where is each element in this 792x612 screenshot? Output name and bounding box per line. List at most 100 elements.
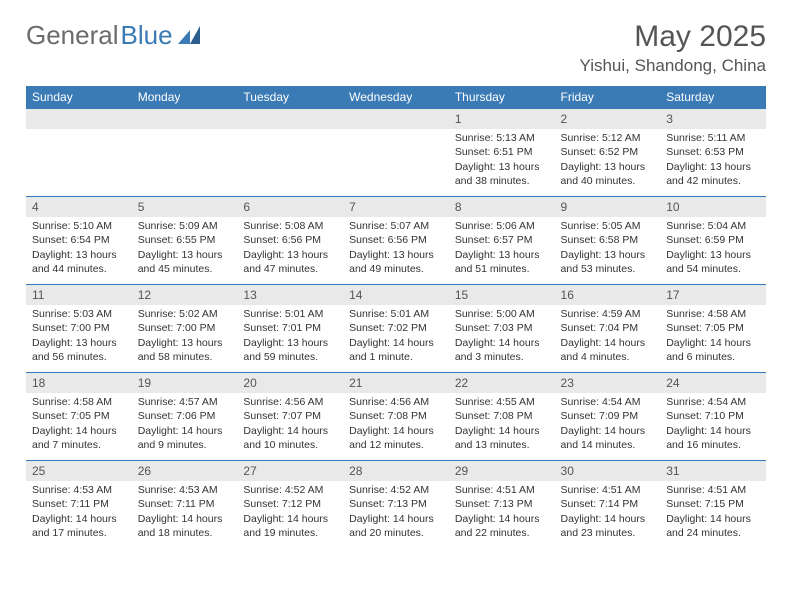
daylight-text: and 40 minutes. [561,174,655,188]
daylight-text: and 14 minutes. [561,438,655,452]
sunrise-text: Sunrise: 5:04 AM [666,219,760,233]
daylight-text: Daylight: 14 hours [243,512,337,526]
sunset-text: Sunset: 7:00 PM [32,321,126,335]
daylight-text: Daylight: 14 hours [138,424,232,438]
daylight-text: and 4 minutes. [561,350,655,364]
daylight-text: Daylight: 13 hours [561,160,655,174]
sunset-text: Sunset: 7:04 PM [561,321,655,335]
calendar-day-cell [132,109,238,197]
daylight-text: and 24 minutes. [666,526,760,540]
daylight-text: and 44 minutes. [32,262,126,276]
day-number: 16 [555,285,661,305]
calendar-week-row: 4Sunrise: 5:10 AMSunset: 6:54 PMDaylight… [26,197,766,285]
sunset-text: Sunset: 7:06 PM [138,409,232,423]
sunrise-text: Sunrise: 5:01 AM [349,307,443,321]
day-number: 15 [449,285,555,305]
day-number: 20 [237,373,343,393]
day-details: Sunrise: 5:12 AMSunset: 6:52 PMDaylight:… [555,129,661,192]
daylight-text: Daylight: 13 hours [32,336,126,350]
daylight-text: Daylight: 14 hours [455,424,549,438]
location-label: Yishui, Shandong, China [579,56,766,76]
daylight-text: Daylight: 13 hours [138,336,232,350]
day-number: 18 [26,373,132,393]
sunset-text: Sunset: 6:56 PM [349,233,443,247]
calendar-day-cell: 25Sunrise: 4:53 AMSunset: 7:11 PMDayligh… [26,461,132,549]
calendar-day-cell: 11 Sunrise: 5:03 AMSunset: 7:00 PMDayligh… [26,285,132,373]
day-number: 29 [449,461,555,481]
calendar-day-cell: 26Sunrise: 4:53 AMSunset: 7:11 PMDayligh… [132,461,238,549]
sunrise-text: Sunrise: 4:55 AM [455,395,549,409]
day-details: Sunrise: 4:51 AMSunset: 7:15 PMDaylight:… [660,481,766,544]
calendar-day-cell: 8Sunrise: 5:06 AMSunset: 6:57 PMDaylight… [449,197,555,285]
sunrise-text: Sunrise: 4:54 AM [561,395,655,409]
weekday-header: Friday [555,86,661,109]
calendar-day-cell: 5Sunrise: 5:09 AMSunset: 6:55 PMDaylight… [132,197,238,285]
daylight-text: Daylight: 14 hours [666,424,760,438]
daylight-text: Daylight: 13 hours [455,248,549,262]
calendar-day-cell [237,109,343,197]
logo-mark-icon [178,20,202,51]
day-number: 25 [26,461,132,481]
day-details: Sunrise: 5:02 AMSunset: 7:00 PMDaylight:… [132,305,238,368]
day-number: 21 [343,373,449,393]
day-number: 6 [237,197,343,217]
calendar-day-cell: 16Sunrise: 4:59 AMSunset: 7:04 PMDayligh… [555,285,661,373]
day-details: Sunrise: 4:54 AMSunset: 7:09 PMDaylight:… [555,393,661,456]
day-number: 22 [449,373,555,393]
daylight-text: Daylight: 14 hours [455,512,549,526]
day-number: 11 [26,285,132,305]
daylight-text: Daylight: 14 hours [349,424,443,438]
day-number: 4 [26,197,132,217]
sunrise-text: Sunrise: 4:52 AM [349,483,443,497]
sunset-text: Sunset: 7:10 PM [666,409,760,423]
sunset-text: Sunset: 7:02 PM [349,321,443,335]
sunrise-text: Sunrise: 4:53 AM [32,483,126,497]
weekday-header: Wednesday [343,86,449,109]
day-number: 31 [660,461,766,481]
sunset-text: Sunset: 7:03 PM [455,321,549,335]
day-number: 14 [343,285,449,305]
daylight-text: and 38 minutes. [455,174,549,188]
daylight-text: Daylight: 14 hours [561,512,655,526]
calendar-week-row: 1Sunrise: 5:13 AMSunset: 6:51 PMDaylight… [26,109,766,197]
sunset-text: Sunset: 7:13 PM [455,497,549,511]
calendar-day-cell: 19Sunrise: 4:57 AMSunset: 7:06 PMDayligh… [132,373,238,461]
daylight-text: and 19 minutes. [243,526,337,540]
day-number: 2 [555,109,661,129]
daylight-text: Daylight: 13 hours [32,248,126,262]
daylight-text: Daylight: 14 hours [666,336,760,350]
brand-logo: GeneralBlue [26,20,202,51]
day-details: Sunrise: 4:51 AMSunset: 7:14 PMDaylight:… [555,481,661,544]
sunset-text: Sunset: 6:53 PM [666,145,760,159]
day-details: Sunrise: 5:01 AMSunset: 7:01 PMDaylight:… [237,305,343,368]
calendar-day-cell: 28Sunrise: 4:52 AMSunset: 7:13 PMDayligh… [343,461,449,549]
daylight-text: and 53 minutes. [561,262,655,276]
sunrise-text: Sunrise: 5:03 AM [32,307,126,321]
sunset-text: Sunset: 7:11 PM [138,497,232,511]
sunset-text: Sunset: 7:11 PM [32,497,126,511]
day-number: 30 [555,461,661,481]
day-number: 9 [555,197,661,217]
calendar-day-cell: 30Sunrise: 4:51 AMSunset: 7:14 PMDayligh… [555,461,661,549]
sunrise-text: Sunrise: 4:53 AM [138,483,232,497]
sunrise-text: Sunrise: 5:10 AM [32,219,126,233]
calendar-week-row: 18Sunrise: 4:58 AMSunset: 7:05 PMDayligh… [26,373,766,461]
calendar-day-cell: 29Sunrise: 4:51 AMSunset: 7:13 PMDayligh… [449,461,555,549]
weekday-header: Monday [132,86,238,109]
sunset-text: Sunset: 7:15 PM [666,497,760,511]
sunset-text: Sunset: 7:09 PM [561,409,655,423]
calendar-day-cell: 3Sunrise: 5:11 AMSunset: 6:53 PMDaylight… [660,109,766,197]
sunset-text: Sunset: 7:00 PM [138,321,232,335]
sunset-text: Sunset: 7:05 PM [32,409,126,423]
sunrise-text: Sunrise: 5:12 AM [561,131,655,145]
weekday-header: Tuesday [237,86,343,109]
daylight-text: Daylight: 13 hours [138,248,232,262]
day-number: 28 [343,461,449,481]
daylight-text: and 45 minutes. [138,262,232,276]
daylight-text: and 6 minutes. [666,350,760,364]
calendar-week-row: 11Sunrise: 5:03 AMSunset: 7:00 PMDayligh… [26,285,766,373]
day-details: Sunrise: 5:08 AMSunset: 6:56 PMDaylight:… [237,217,343,280]
weekday-header: Sunday [26,86,132,109]
calendar-day-cell: 10Sunrise: 5:04 AMSunset: 6:59 PMDayligh… [660,197,766,285]
month-title: May 2025 [579,20,766,54]
